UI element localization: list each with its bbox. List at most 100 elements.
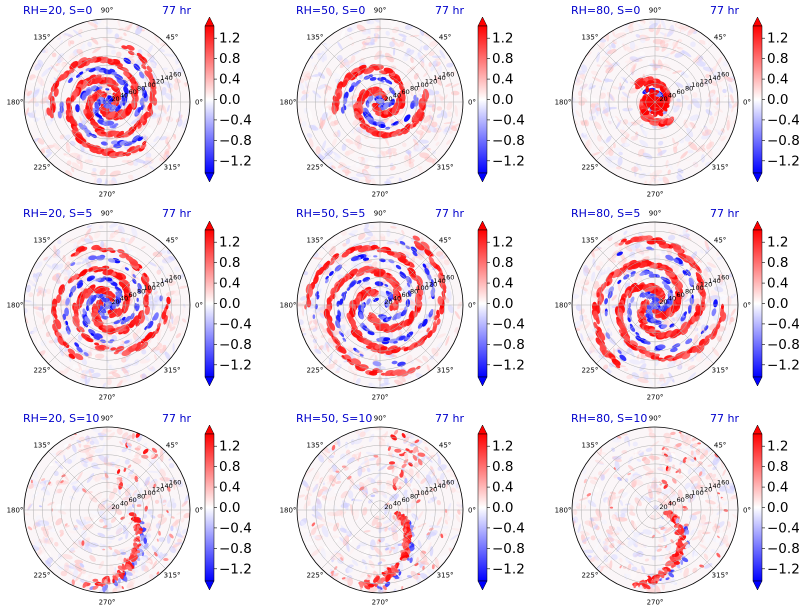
field-cell xyxy=(75,104,80,113)
field-cell xyxy=(391,178,395,183)
field-cell xyxy=(324,241,328,250)
field-cell xyxy=(95,278,101,282)
field-cell xyxy=(147,44,154,54)
field-cell xyxy=(403,159,409,167)
field-cell xyxy=(604,298,608,305)
field-cell xyxy=(140,245,146,250)
field-cell xyxy=(611,86,619,90)
colorbar-extend-max xyxy=(204,220,215,231)
field-cell xyxy=(64,154,71,160)
field-cell xyxy=(148,300,156,311)
field-cell xyxy=(607,336,617,346)
field-cell xyxy=(379,70,385,74)
field-cell xyxy=(355,377,361,385)
field-cell xyxy=(141,273,150,283)
field-cell xyxy=(126,22,134,31)
field-cell xyxy=(682,227,689,235)
field-cell xyxy=(332,359,338,365)
field-cell xyxy=(390,65,397,71)
field-cell xyxy=(45,99,52,107)
field-cell xyxy=(392,26,400,34)
field-cell xyxy=(106,28,113,35)
field-cell xyxy=(76,327,82,333)
field-cell xyxy=(630,326,636,332)
angular-tick-label: 315° xyxy=(712,367,729,375)
field-cell xyxy=(627,156,639,163)
angular-tick-label: 45° xyxy=(439,33,451,41)
field-cell xyxy=(347,99,357,107)
field-layer xyxy=(297,19,460,185)
field-cell xyxy=(713,110,720,117)
colorbar-tick-label: −0.8 xyxy=(767,337,799,353)
radial-tick-label: 20 xyxy=(111,298,119,306)
field-cell xyxy=(436,309,440,316)
angular-gridline xyxy=(596,246,656,306)
field-cell xyxy=(422,88,430,100)
field-cell xyxy=(340,29,346,39)
field-cell xyxy=(322,261,330,271)
radial-tick-label: 60 xyxy=(676,88,684,96)
field-cell xyxy=(597,268,603,280)
field-cell xyxy=(144,70,151,78)
field-cell xyxy=(378,123,386,129)
field-cell xyxy=(575,110,581,118)
radial-tick-label: 160 xyxy=(442,273,454,281)
panel-time: 77 hr xyxy=(710,4,739,17)
angular-tick-label: 135° xyxy=(33,33,50,41)
field-cell xyxy=(423,115,431,123)
field-cell xyxy=(126,159,134,166)
field-cell xyxy=(88,255,97,261)
field-cell xyxy=(76,38,84,49)
field-cell xyxy=(337,41,343,51)
field-cell xyxy=(73,125,79,132)
field-cell xyxy=(74,342,80,348)
field-cell xyxy=(648,27,655,33)
field-cell xyxy=(716,256,724,260)
field-cell xyxy=(59,289,63,295)
field-cell xyxy=(681,352,691,360)
field-cell xyxy=(430,308,434,315)
field-cell xyxy=(415,365,421,370)
angular-tick-label: 315° xyxy=(437,367,454,375)
field-cell xyxy=(88,328,96,336)
field-cell xyxy=(425,80,430,93)
angular-tick-label: 270° xyxy=(372,191,389,199)
field-cell xyxy=(182,306,185,314)
field-cell xyxy=(392,223,398,227)
field-cell xyxy=(605,135,612,143)
radial-tick-label: 120 xyxy=(700,77,712,85)
field-cell xyxy=(108,369,118,374)
field-cell xyxy=(401,250,412,256)
polar-panel: 0°45°90°135°180°225°270°315°20 40 60 801001… xyxy=(7,4,252,199)
field-cell xyxy=(637,272,643,283)
field-cell xyxy=(629,41,636,50)
field-cell xyxy=(445,329,452,334)
field-cell xyxy=(339,298,344,306)
field-cell xyxy=(168,105,176,114)
field-cell xyxy=(333,131,339,138)
field-cell xyxy=(433,296,437,301)
field-cell xyxy=(660,19,666,29)
field-cell xyxy=(422,263,427,269)
field-cell xyxy=(66,160,72,166)
field-cell xyxy=(392,262,397,273)
field-cell xyxy=(591,132,595,138)
field-cell xyxy=(79,269,87,277)
field-cell xyxy=(662,377,666,384)
field-cell xyxy=(363,170,372,180)
colorbar-tick-label: 0.0 xyxy=(767,92,788,108)
field-cell xyxy=(72,317,80,328)
field-cell xyxy=(374,354,378,362)
field-cell xyxy=(689,114,701,121)
field-cell xyxy=(725,115,731,122)
colorbar-body xyxy=(204,25,215,174)
polar-panel: 0°45°90°135°180°225°270°315°20 40 60 801001… xyxy=(280,4,525,199)
field-cell xyxy=(317,53,322,61)
field-cell xyxy=(406,331,414,338)
field-cell xyxy=(344,354,352,361)
field-cell xyxy=(623,230,628,236)
field-cell xyxy=(55,518,63,526)
field-cell xyxy=(696,240,703,247)
field-cell xyxy=(402,109,410,119)
field-cell xyxy=(67,277,73,284)
